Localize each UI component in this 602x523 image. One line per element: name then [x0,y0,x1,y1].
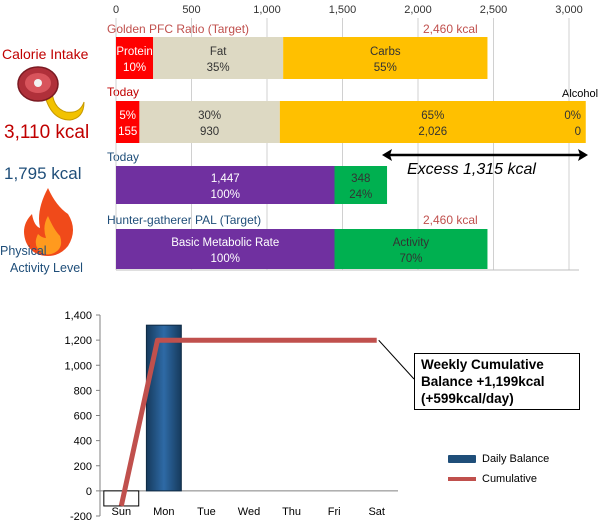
y-tick-label: 1,200 [64,335,92,347]
pfc-target-title: Golden PFC Ratio (Target) [107,22,250,36]
excess-arrow [382,149,588,161]
intake-value: 3,110 kcal [4,122,90,143]
segment-value: 100% [211,189,240,201]
x-category-label: Fri [328,506,341,518]
segment-label: 0% [564,110,581,122]
y-tick-label: -200 [70,511,92,523]
bar-segment-protein [116,37,154,79]
bar-segment-basic-metabolic-rate [116,166,335,204]
segment-value: 10% [123,62,146,74]
food-icon [17,66,85,121]
bar-segment-activity [334,229,488,269]
physical-label: Physical [0,244,47,258]
x-tick-label: 2,000 [404,4,432,16]
callout-pointer [378,339,415,380]
legend-cumulative-label: Cumulative [482,473,538,485]
x-tick-label: 500 [182,4,200,16]
pfc-chart: 0 500 1,000 1,500 2,000 2,500 3,000 Protein 10% F… [113,4,586,271]
segment-label: 348 [351,173,370,185]
x-category-label: Mon [153,506,174,518]
x-tick-label: 3,000 [555,4,583,16]
x-tick-label: 0 [113,4,119,16]
activity-level-label: Activity Level [10,261,83,275]
x-category-label: Wed [238,506,260,518]
bar-segment-fat [153,37,284,79]
bar-segment-fat [139,101,280,143]
segment-value: 0 [575,126,581,138]
y-tick-label: 400 [74,436,92,448]
segment-label: Carbs [370,46,401,58]
y-tick-label: 0 [86,486,92,498]
bar-segment-carbs [279,101,586,143]
segment-value: 155 [118,126,137,138]
segment-value: 2,026 [418,126,447,138]
segment-value: 55% [374,62,397,74]
bar-segment-activity [334,166,388,204]
daily-balance-bar [145,324,182,492]
callout-line-3: (+599kcal/day) [421,391,514,406]
y-tick-label: 600 [74,411,92,423]
x-tick-label: 1,000 [253,4,281,16]
legend-bar-swatch [448,455,476,463]
segment-label: Protein [116,46,152,58]
segment-value: 100% [211,253,240,265]
hunter-target-title: Hunter-gatherer PAL (Target) [107,213,262,227]
pfc-target-kcal: 2,460 kcal [423,22,478,36]
today-intake-title: Today [107,85,140,99]
y-tick-label: 200 [74,461,92,473]
x-category-label: Sun [111,506,131,518]
segment-label: Basic Metabolic Rate [171,237,279,249]
x-category-label: Sat [368,506,385,518]
cumulative-callout: Weekly Cumulative Balance +1,199kcal (+5… [414,353,580,410]
segment-value: 70% [399,253,422,265]
bar-segment-carbs [283,37,488,79]
excess-label: Excess 1,315 kcal [407,161,536,178]
hunter-target-kcal: 2,460 kcal [423,213,478,227]
x-tick-label: 1,500 [329,4,357,16]
x-tick-label: 2,500 [480,4,508,16]
y-tick-label: 800 [74,385,92,397]
segment-value: 35% [207,62,230,74]
segment-label: 1,447 [211,173,240,185]
segment-label: Fat [210,46,227,58]
segment-value: 24% [349,189,372,201]
alcohol-label: Alcohol [562,88,599,100]
today-burn-title: Today [107,150,140,164]
segment-value: 930 [200,126,219,138]
calorie-intake-label: Calorie Intake [2,46,89,62]
legend-daily-balance: Daily Balance [448,453,549,465]
segment-label: 30% [198,110,221,122]
x-category-label: Thu [282,506,301,518]
flame-icon [24,188,73,256]
segment-label: Activity [393,237,430,249]
legend-daily-balance-label: Daily Balance [482,453,550,465]
cumulative-line [118,337,377,507]
callout-line-1: Weekly Cumulative [421,357,544,372]
legend-cumulative: Cumulative [448,473,537,485]
callout-line-2: Balance +1,199kcal [421,374,545,389]
legend-line-swatch [448,477,476,481]
bar-segment-basic-metabolic-rate [116,229,335,269]
y-tick-label: 1,400 [64,310,92,322]
burn-value: 1,795 kcal [4,164,82,183]
segment-label: 5% [119,110,136,122]
weekly-balance-chart: -200 0 200 400 600 800 1,000 1,200 1,400 Sun Mon Tu… [64,310,415,523]
segment-label: 65% [421,110,444,122]
bar-segment-protein [116,101,140,143]
y-tick-label: 1,000 [64,360,92,372]
x-category-label: Tue [197,506,216,518]
